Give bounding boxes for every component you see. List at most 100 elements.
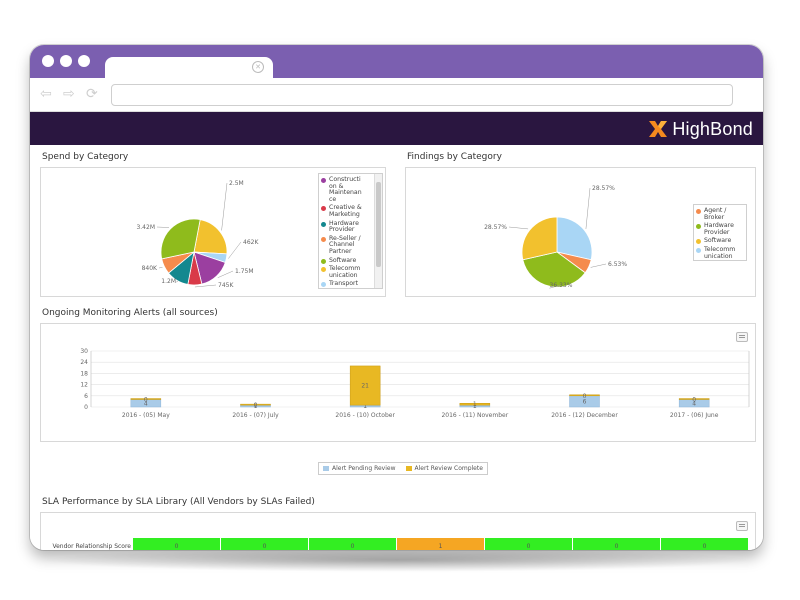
highbond-logo[interactable]: HighBond [648,118,753,140]
legend-swatch [321,221,326,227]
pie-data-label: 28.57% [484,224,507,231]
alerts-legend: Alert Pending Review Alert Review Comple… [318,462,488,475]
spend-section-title: Spend by Category [42,152,129,162]
bar-data-label: 1 [363,403,367,410]
legend-swatch [321,206,326,212]
browser-titlebar: ✕ [30,45,763,79]
pie-data-label: 28.57% [592,185,615,192]
pie-data-label: 840K [142,265,158,272]
legend-scrollbar[interactable] [374,174,382,288]
pie-label-leader [221,182,228,231]
pie-label-leader [585,187,591,229]
y-tick-label: 12 [80,382,88,389]
window-close-dot[interactable] [42,55,54,67]
bar-data-label: 1 [473,403,477,410]
y-tick-label: 24 [80,359,88,366]
legend-swatch [321,258,326,264]
pie-slice[interactable] [160,218,201,260]
findings-legend-item[interactable]: Telecommunication [696,245,746,260]
spend-panel: 2.5M 462K 1.75M 745K 1.2M 840K 3.42M Construct… [40,167,386,297]
findings-legend-item[interactable]: Software [696,238,746,245]
legend-label: Re-Seller / Channel Partner [329,234,361,255]
findings-legend: Agent / Broker Hardware Provider Software T… [693,204,747,261]
legend-label: Telecommunication [329,265,361,279]
dashboard: Spend by Category Findings by Category 2… [30,145,763,550]
window-shadow [40,548,753,572]
sla-panel: Vendor Relationship Score0001000Vendor P… [40,512,756,550]
spend-legend-item[interactable]: Construction & Maintenance [321,176,382,203]
pie-label-leader [508,226,529,230]
brand-header: HighBond [30,112,763,145]
reload-icon[interactable]: ⟳ [86,86,98,102]
sla-cell[interactable]: 0 [573,538,661,550]
x-tick-label: 2017 - (06) June [670,412,719,419]
alerts-menu-button[interactable] [736,332,748,342]
window-maximize-dot[interactable] [78,55,90,67]
legend-swatch [321,282,326,288]
bar-review-complete[interactable] [678,398,710,400]
legend-label: Software [704,237,732,245]
sla-row-label: Vendor Relationship Score [52,543,131,550]
pie-slice[interactable] [556,216,593,261]
pie-data-label: 36.33% [550,282,573,289]
pie-slice[interactable] [521,216,558,261]
spend-legend-item[interactable]: Transport [321,281,382,288]
bar-data-label: 0 [692,397,696,404]
sla-cell[interactable]: 0 [133,538,221,550]
spend-legend-item[interactable]: Hardware Provider [321,220,382,234]
y-tick-label: 18 [80,370,88,377]
legend-label: Agent / Broker [704,207,727,221]
bar-data-label: 0 [583,393,587,400]
legend-complete[interactable]: Alert Review Complete [405,465,483,472]
bar-data-label: 21 [361,383,369,390]
bar-review-complete[interactable] [349,365,381,406]
browser-tab[interactable]: ✕ [105,57,273,79]
legend-label: Creative & Marketing [329,204,362,218]
pie-label-leader [194,284,217,288]
sla-cell[interactable]: 1 [397,538,485,550]
findings-legend-item[interactable]: Hardware Provider [696,222,746,236]
forward-arrow-icon[interactable]: ⇨ [63,86,75,102]
bar-data-label: 0 [144,397,148,404]
findings-legend-item[interactable]: Agent / Broker [696,207,746,221]
spend-legend: Construction & Maintenance Creative & Mar… [318,173,383,289]
pie-slice[interactable] [193,219,228,255]
legend-label: Telecommunication [704,245,736,260]
spend-legend-item[interactable]: Telecommunication [321,265,382,279]
bar-data-label: 1 [473,401,477,408]
bar-review-complete[interactable] [459,403,491,406]
legend-label: Construction & Maintenance [329,176,362,203]
pie-slice[interactable] [522,251,586,288]
findings-panel: 28.57% 6.53% 36.33% 28.57% Agent / Broker Ha… [405,167,756,297]
bar-review-complete[interactable] [240,403,271,406]
bar-review-complete[interactable] [130,398,162,400]
sla-cell[interactable]: 0 [309,538,397,550]
pie-label-leader [549,284,562,289]
pie-data-label: 3.42M [136,224,155,231]
pie-data-label: 462K [243,239,259,246]
legend-pending[interactable]: Alert Pending Review [323,465,396,472]
back-arrow-icon[interactable]: ⇦ [40,86,52,102]
window-minimize-dot[interactable] [60,55,72,67]
close-tab-icon[interactable]: ✕ [252,61,264,73]
sla-cell[interactable]: 0 [485,538,573,550]
address-bar[interactable] [111,84,733,106]
legend-swatch [321,267,326,273]
x-tick-label: 2016 - (11) November [441,412,508,419]
sla-section-title: SLA Performance by SLA Library (All Vend… [42,497,315,507]
sla-cell[interactable]: 0 [221,538,309,550]
legend-swatch [321,236,326,242]
pie-data-label: 6.53% [608,261,627,268]
bar-review-complete[interactable] [569,394,600,397]
alerts-panel: 0 6 12 18 24 30 4 0 2016 - (05) May 1 0 2016 - (07)… [40,323,756,442]
y-tick-label: 30 [80,348,88,355]
spend-legend-item[interactable]: Creative & Marketing [321,205,382,218]
sla-cell[interactable]: 0 [661,538,749,550]
bar-data-label: 4 [692,400,696,407]
spend-legend-item[interactable]: Software [321,257,382,265]
x-tick-label: 2016 - (12) December [551,412,618,419]
legend-label: Transport [329,280,359,288]
spend-legend-item[interactable]: Re-Seller / Channel Partner [321,234,382,256]
sla-menu-button[interactable] [736,521,748,531]
